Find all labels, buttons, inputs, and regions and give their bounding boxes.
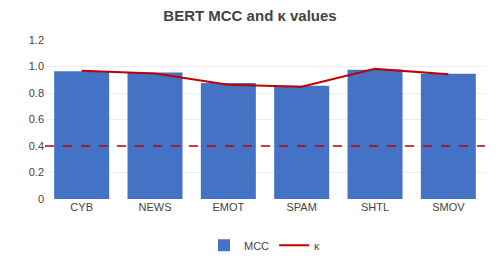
svg-text:CYB: CYB bbox=[70, 201, 93, 213]
svg-text:1.2: 1.2 bbox=[29, 34, 44, 46]
svg-text:NEWS: NEWS bbox=[139, 201, 172, 213]
svg-text:SPAM: SPAM bbox=[286, 201, 316, 213]
svg-text:κ: κ bbox=[314, 240, 320, 252]
svg-text:0.6: 0.6 bbox=[29, 113, 44, 125]
svg-text:1.0: 1.0 bbox=[29, 60, 44, 72]
svg-text:BERT MCC and κ values: BERT MCC and κ values bbox=[163, 7, 336, 24]
svg-text:SMOV: SMOV bbox=[432, 201, 465, 213]
svg-text:0.2: 0.2 bbox=[29, 166, 44, 178]
svg-text:EMOT: EMOT bbox=[212, 201, 244, 213]
svg-text:0: 0 bbox=[38, 193, 44, 205]
svg-text:0.8: 0.8 bbox=[29, 87, 44, 99]
svg-text:MCC: MCC bbox=[244, 240, 269, 252]
svg-text:0.4: 0.4 bbox=[29, 140, 44, 152]
svg-text:SHTL: SHTL bbox=[361, 201, 389, 213]
